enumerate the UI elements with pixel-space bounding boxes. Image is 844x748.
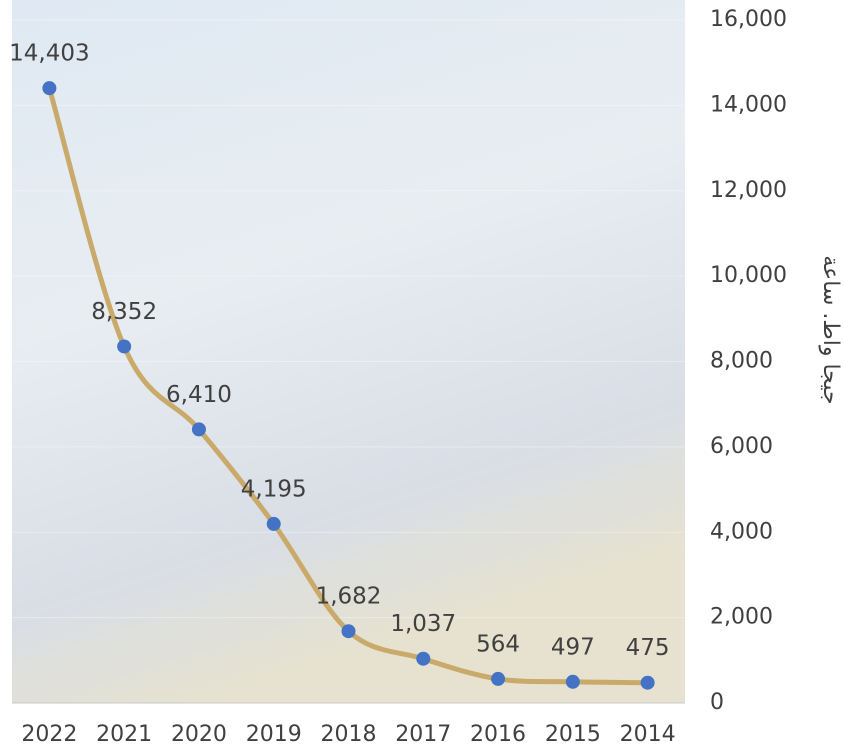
y-tick-label: 6,000 — [710, 434, 773, 459]
data-point — [42, 81, 57, 96]
data-label: 497 — [551, 634, 595, 660]
y-tick-label: 4,000 — [710, 519, 773, 544]
data-point — [491, 671, 506, 686]
y-tick-label: 10,000 — [710, 263, 787, 288]
data-label: 564 — [476, 631, 520, 657]
data-label: 8,352 — [91, 299, 157, 325]
x-tick-label: 2019 — [246, 722, 302, 747]
x-tick-label: 2021 — [96, 722, 152, 747]
data-label: 1,037 — [390, 611, 456, 637]
y-tick-label: 14,000 — [710, 92, 787, 117]
y-tick-label: 8,000 — [710, 349, 773, 374]
y-tick-label: 16,000 — [710, 7, 787, 32]
y-tick-label: 2,000 — [710, 605, 773, 630]
data-point — [565, 674, 580, 689]
data-label: 475 — [626, 635, 670, 661]
data-point — [117, 339, 132, 354]
data-point — [416, 651, 431, 666]
x-tick-label: 2016 — [470, 722, 526, 747]
data-point — [191, 422, 206, 437]
x-tick-label: 2015 — [545, 722, 601, 747]
y-tick-label: 12,000 — [710, 178, 787, 203]
x-tick-label: 2014 — [620, 722, 676, 747]
data-point — [341, 624, 356, 639]
x-tick-label: 2022 — [21, 722, 77, 747]
data-label: 1,682 — [316, 584, 382, 610]
x-tick-label: 2017 — [395, 722, 451, 747]
x-tick-label: 2018 — [321, 722, 377, 747]
y-axis-title: جيجا واط. ساعة — [818, 255, 843, 404]
data-point — [640, 675, 655, 690]
data-point — [266, 516, 281, 531]
y-tick-label: 0 — [710, 690, 724, 715]
data-label: 6,410 — [166, 382, 232, 408]
data-label: 4,195 — [241, 476, 307, 502]
data-label: 14,403 — [9, 41, 89, 67]
x-tick-label: 2020 — [171, 722, 227, 747]
